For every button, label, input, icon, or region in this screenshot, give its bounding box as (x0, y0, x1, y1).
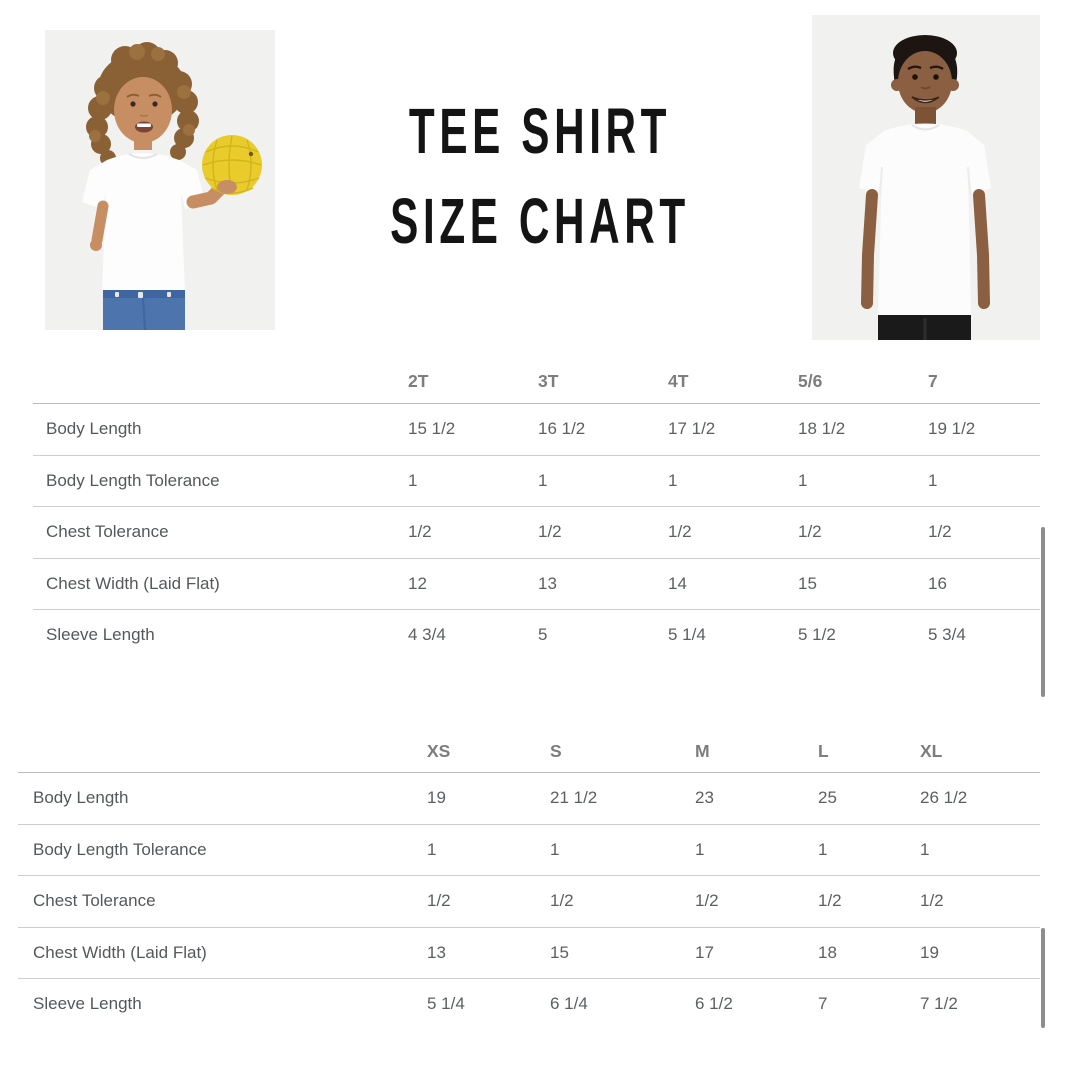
size-table-row: Body Length Tolerance 1 1 1 1 1 (18, 825, 1040, 876)
boy-illustration (812, 15, 1040, 340)
measurement-value: 1/2 (695, 891, 719, 911)
size-column-header: 4T (668, 371, 689, 391)
size-table-header-row: XS S M L XL (18, 730, 1040, 773)
size-table-row: Sleeve Length 4 3/4 5 5 1/4 5 1/2 5 3/4 (33, 610, 1040, 661)
title-line-2: SIZE CHART (390, 185, 690, 257)
measurement-value: 16 (928, 573, 947, 593)
youth-size-table: XS S M L XL Body Length 19 21 1/2 23 25 26 1/2 Body… (18, 730, 1040, 1030)
measurement-value: 7 (818, 994, 828, 1014)
measurement-value: 18 (818, 942, 837, 962)
size-column-header: 2T (408, 371, 429, 391)
measurement-value: 1 (538, 470, 548, 490)
size-table-row: Chest Width (Laid Flat) 13 15 17 18 19 (18, 928, 1040, 979)
size-column-header: S (550, 740, 562, 761)
measurement-value: 1 (408, 470, 418, 490)
size-column-header: M (695, 740, 710, 761)
measurement-label: Chest Tolerance (33, 891, 156, 911)
measurement-label: Sleeve Length (46, 625, 155, 645)
measurement-value: 25 (818, 788, 837, 808)
measurement-value: 1 (668, 470, 678, 490)
measurement-value: 14 (668, 573, 687, 593)
measurement-value: 5 1/4 (668, 625, 706, 645)
table-scrollbar-thumb[interactable] (1041, 527, 1045, 697)
measurement-label: Body Length (46, 419, 142, 439)
measurement-value: 26 1/2 (920, 788, 968, 808)
measurement-value: 5 (538, 625, 548, 645)
size-column-header: L (818, 740, 829, 761)
measurement-value: 16 1/2 (538, 419, 586, 439)
measurement-label: Chest Width (Laid Flat) (33, 942, 207, 962)
toddler-illustration (45, 30, 275, 330)
size-table-row: Body Length 19 21 1/2 23 25 26 1/2 (18, 773, 1040, 825)
measurement-value: 1 (798, 470, 808, 490)
measurement-value: 19 (427, 788, 446, 808)
measurement-value: 1/2 (408, 522, 432, 542)
measurement-value: 1 (550, 839, 560, 859)
measurement-value: 1/2 (668, 522, 692, 542)
measurement-label: Body Length Tolerance (46, 470, 220, 490)
measurement-label: Body Length (33, 788, 129, 808)
size-column-header: XL (920, 740, 943, 761)
boy-photo (812, 15, 1040, 340)
size-column-header: 3T (538, 371, 559, 391)
measurement-value: 17 1/2 (668, 419, 716, 439)
measurement-label: Chest Tolerance (46, 522, 169, 542)
size-table-row: Body Length 15 1/2 16 1/2 17 1/2 18 1/2 19 1/… (33, 404, 1040, 456)
size-table-row: Chest Tolerance 1/2 1/2 1/2 1/2 1/2 (18, 876, 1040, 928)
title-line-1: TEE SHIRT (408, 95, 672, 167)
measurement-value: 6 1/4 (550, 994, 588, 1014)
measurement-value: 5 1/4 (427, 994, 465, 1014)
measurement-value: 1/2 (920, 891, 944, 911)
measurement-value: 19 (920, 942, 939, 962)
measurement-value: 1 (818, 839, 828, 859)
measurement-value: 4 3/4 (408, 625, 446, 645)
measurement-value: 1/2 (928, 522, 952, 542)
measurement-label: Body Length Tolerance (33, 839, 207, 859)
measurement-value: 1/2 (538, 522, 562, 542)
toddler-size-table: 2T 3T 4T 5/6 7 Body Length 15 1/2 16 1/2 17 1/2 1… (33, 360, 1040, 661)
measurement-value: 23 (695, 788, 714, 808)
measurement-value: 15 1/2 (408, 419, 456, 439)
size-table-row: Chest Width (Laid Flat) 12 13 14 15 16 (33, 559, 1040, 610)
size-table-row: Body Length Tolerance 1 1 1 1 1 (33, 456, 1040, 507)
measurement-value: 1/2 (798, 522, 822, 542)
size-table-row: Chest Tolerance 1/2 1/2 1/2 1/2 1/2 (33, 507, 1040, 559)
measurement-value: 13 (538, 573, 557, 593)
measurement-value: 7 1/2 (920, 994, 958, 1014)
measurement-value: 5 1/2 (798, 625, 836, 645)
measurement-value: 1/2 (550, 891, 574, 911)
size-column-header: XS (427, 740, 451, 761)
size-table-row: Sleeve Length 5 1/4 6 1/4 6 1/2 7 7 1/2 (18, 979, 1040, 1030)
measurement-value: 6 1/2 (695, 994, 733, 1014)
page-title: TEE SHIRT SIZE CHART (184, 86, 897, 266)
measurement-value: 19 1/2 (928, 419, 976, 439)
measurement-value: 21 1/2 (550, 788, 598, 808)
size-column-header: 7 (928, 371, 938, 391)
toddler-photo (45, 30, 275, 330)
measurement-label: Sleeve Length (33, 994, 142, 1014)
measurement-value: 15 (798, 573, 817, 593)
measurement-value: 17 (695, 942, 714, 962)
measurement-value: 18 1/2 (798, 419, 846, 439)
measurement-value: 1 (427, 839, 437, 859)
measurement-value: 13 (427, 942, 446, 962)
measurement-value: 5 3/4 (928, 625, 966, 645)
measurement-value: 1 (928, 470, 938, 490)
measurement-label: Chest Width (Laid Flat) (46, 573, 220, 593)
measurement-value: 12 (408, 573, 427, 593)
measurement-value: 1 (695, 839, 705, 859)
measurement-value: 1 (920, 839, 930, 859)
measurement-value: 15 (550, 942, 569, 962)
measurement-value: 1/2 (427, 891, 451, 911)
size-column-header: 5/6 (798, 371, 823, 391)
measurement-value: 1/2 (818, 891, 842, 911)
table-scrollbar-thumb[interactable] (1041, 928, 1045, 1028)
size-table-header-row: 2T 3T 4T 5/6 7 (33, 360, 1040, 404)
